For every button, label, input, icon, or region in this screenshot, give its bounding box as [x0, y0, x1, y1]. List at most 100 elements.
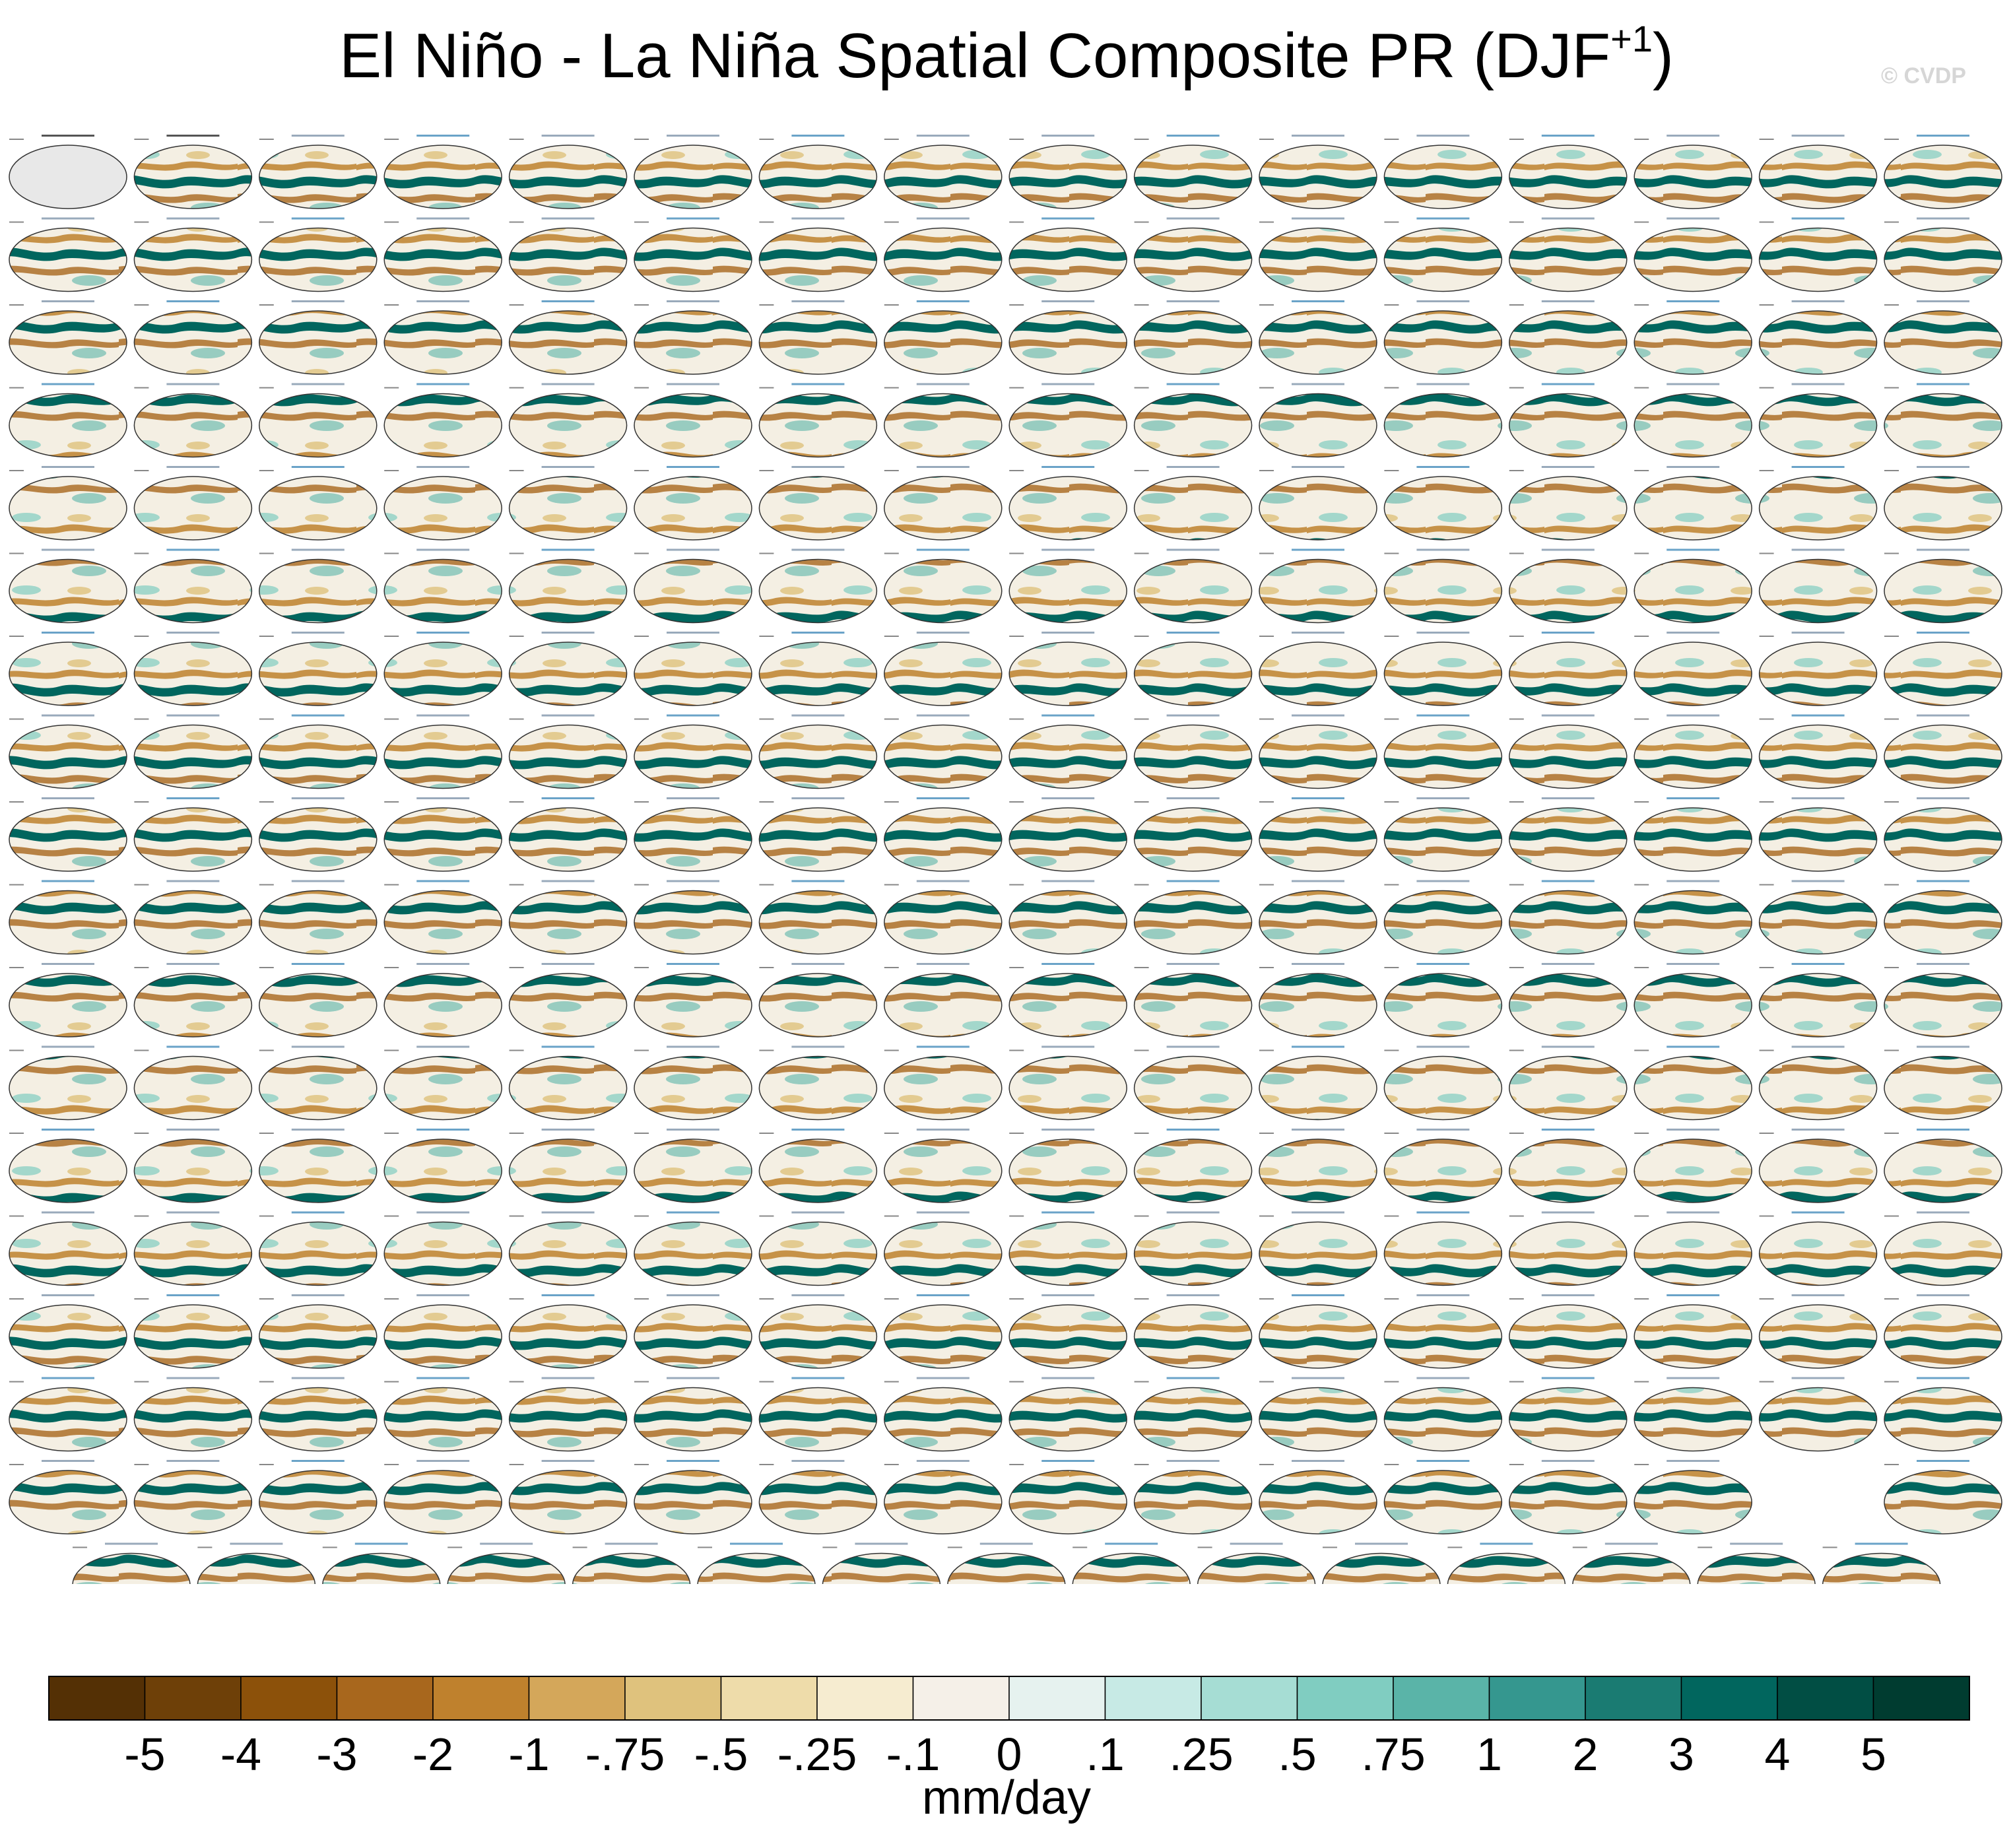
- map-panel: [1758, 548, 1878, 624]
- map-panel: [1884, 383, 2002, 458]
- map-panel: [508, 632, 628, 706]
- colorbar-box: [1585, 1676, 1682, 1721]
- map-panel: [1884, 1045, 2002, 1121]
- map-panel: [758, 300, 878, 375]
- map-panel: [758, 797, 878, 872]
- colorbar-tick-label: -.25: [777, 1729, 857, 1780]
- map-panel: [634, 714, 752, 789]
- map-panel: [383, 1294, 502, 1369]
- map-panel: [9, 1211, 127, 1286]
- map-panel: [259, 135, 378, 209]
- colorbar-box: [1488, 1676, 1586, 1721]
- map-panel: [1383, 300, 1503, 375]
- map-panel: [634, 135, 752, 209]
- map-panel: [9, 217, 127, 292]
- map-panel: [1758, 300, 1878, 375]
- map-panel: [634, 963, 752, 1038]
- map-panel: [1383, 1045, 1503, 1121]
- map-panel: [508, 1294, 628, 1369]
- map-panel: [383, 300, 502, 375]
- map-panel: [884, 1294, 1003, 1369]
- map-panel: [1634, 797, 1752, 872]
- map-panel: [508, 880, 628, 955]
- map-panel: [1758, 880, 1878, 955]
- map-panel: [1008, 1460, 1127, 1534]
- map-panel: [383, 1045, 502, 1121]
- map-panel: [1758, 383, 1878, 458]
- map-panel: [1884, 880, 2002, 955]
- map-panel: [383, 466, 502, 541]
- map-panel: [1634, 1045, 1752, 1121]
- map-panel: [758, 1377, 878, 1452]
- map-panel: [1634, 300, 1752, 375]
- map-panel: [572, 1542, 691, 1584]
- map-panel: [1509, 1460, 1628, 1534]
- map-panel: [1509, 383, 1628, 458]
- map-panel: [758, 963, 878, 1038]
- map-panel: [259, 963, 378, 1038]
- map-panel: [9, 880, 127, 955]
- colorbar-box: [1296, 1676, 1394, 1721]
- colorbar-box: [624, 1676, 722, 1721]
- map-panel: [1758, 797, 1878, 872]
- map-panel: [383, 1377, 502, 1452]
- colorbar-tick-label: 3: [1668, 1729, 1694, 1780]
- map-panel: [1133, 1045, 1253, 1121]
- map-panel: [1509, 1294, 1628, 1369]
- map-panel: [133, 714, 253, 789]
- map-panel: [1133, 880, 1253, 955]
- map-panel: [634, 383, 752, 458]
- colorbar-tick-label: 5: [1861, 1729, 1886, 1780]
- map-panel: [1322, 1542, 1441, 1584]
- map-panel: [1509, 632, 1628, 706]
- map-panel: [383, 1460, 502, 1534]
- colorbar-tick-label: -.75: [585, 1729, 665, 1780]
- map-panel: [383, 383, 502, 458]
- colorbar-tick-label: -1: [508, 1729, 549, 1780]
- map-panel: [1383, 383, 1503, 458]
- colorbar-tick-label: -2: [412, 1729, 453, 1780]
- map-panel: [1008, 1377, 1127, 1452]
- map-panel: [1383, 963, 1503, 1038]
- map-panel: [1634, 135, 1752, 209]
- map-panel: [758, 1129, 878, 1203]
- colorbar-box: [1872, 1676, 1970, 1721]
- map-panel: [508, 1045, 628, 1121]
- colorbar-tick-label: -.5: [694, 1729, 748, 1780]
- map-panel: [884, 714, 1003, 789]
- map-panel: [758, 1294, 878, 1369]
- map-panel: [1634, 548, 1752, 624]
- map-panel: [259, 1045, 378, 1121]
- map-panel: [1509, 1045, 1628, 1121]
- map-panel: [758, 1460, 878, 1534]
- colorbar-box: [720, 1676, 818, 1721]
- map-panel: [1383, 548, 1503, 624]
- map-panel: [1133, 632, 1253, 706]
- map-panel: [1758, 714, 1878, 789]
- map-panel: [133, 383, 253, 458]
- map-panel: [9, 714, 127, 789]
- colorbar-box: [336, 1676, 434, 1721]
- map-panel: [259, 880, 378, 955]
- panel-grid: [9, 135, 2002, 1584]
- map-panel: [1634, 632, 1752, 706]
- map-panel: [1133, 714, 1253, 789]
- map-panel: [1509, 300, 1628, 375]
- map-panel: [884, 383, 1003, 458]
- map-panel: [634, 1129, 752, 1203]
- map-panel: [1259, 1129, 1377, 1203]
- map-panel: [1758, 466, 1878, 541]
- map-panel: [1509, 1377, 1628, 1452]
- map-panel: [1133, 217, 1253, 292]
- colorbar-box: [48, 1676, 146, 1721]
- map-panel: [884, 632, 1003, 706]
- map-panel: [1008, 1211, 1127, 1286]
- map-panel: [383, 714, 502, 789]
- map-panel: [884, 797, 1003, 872]
- map-panel: [1259, 217, 1377, 292]
- colorbar-box: [816, 1676, 914, 1721]
- map-panel: [1634, 1129, 1752, 1203]
- map-panel: [1008, 714, 1127, 789]
- map-panel: [1383, 1294, 1503, 1369]
- map-panel: [1133, 1377, 1253, 1452]
